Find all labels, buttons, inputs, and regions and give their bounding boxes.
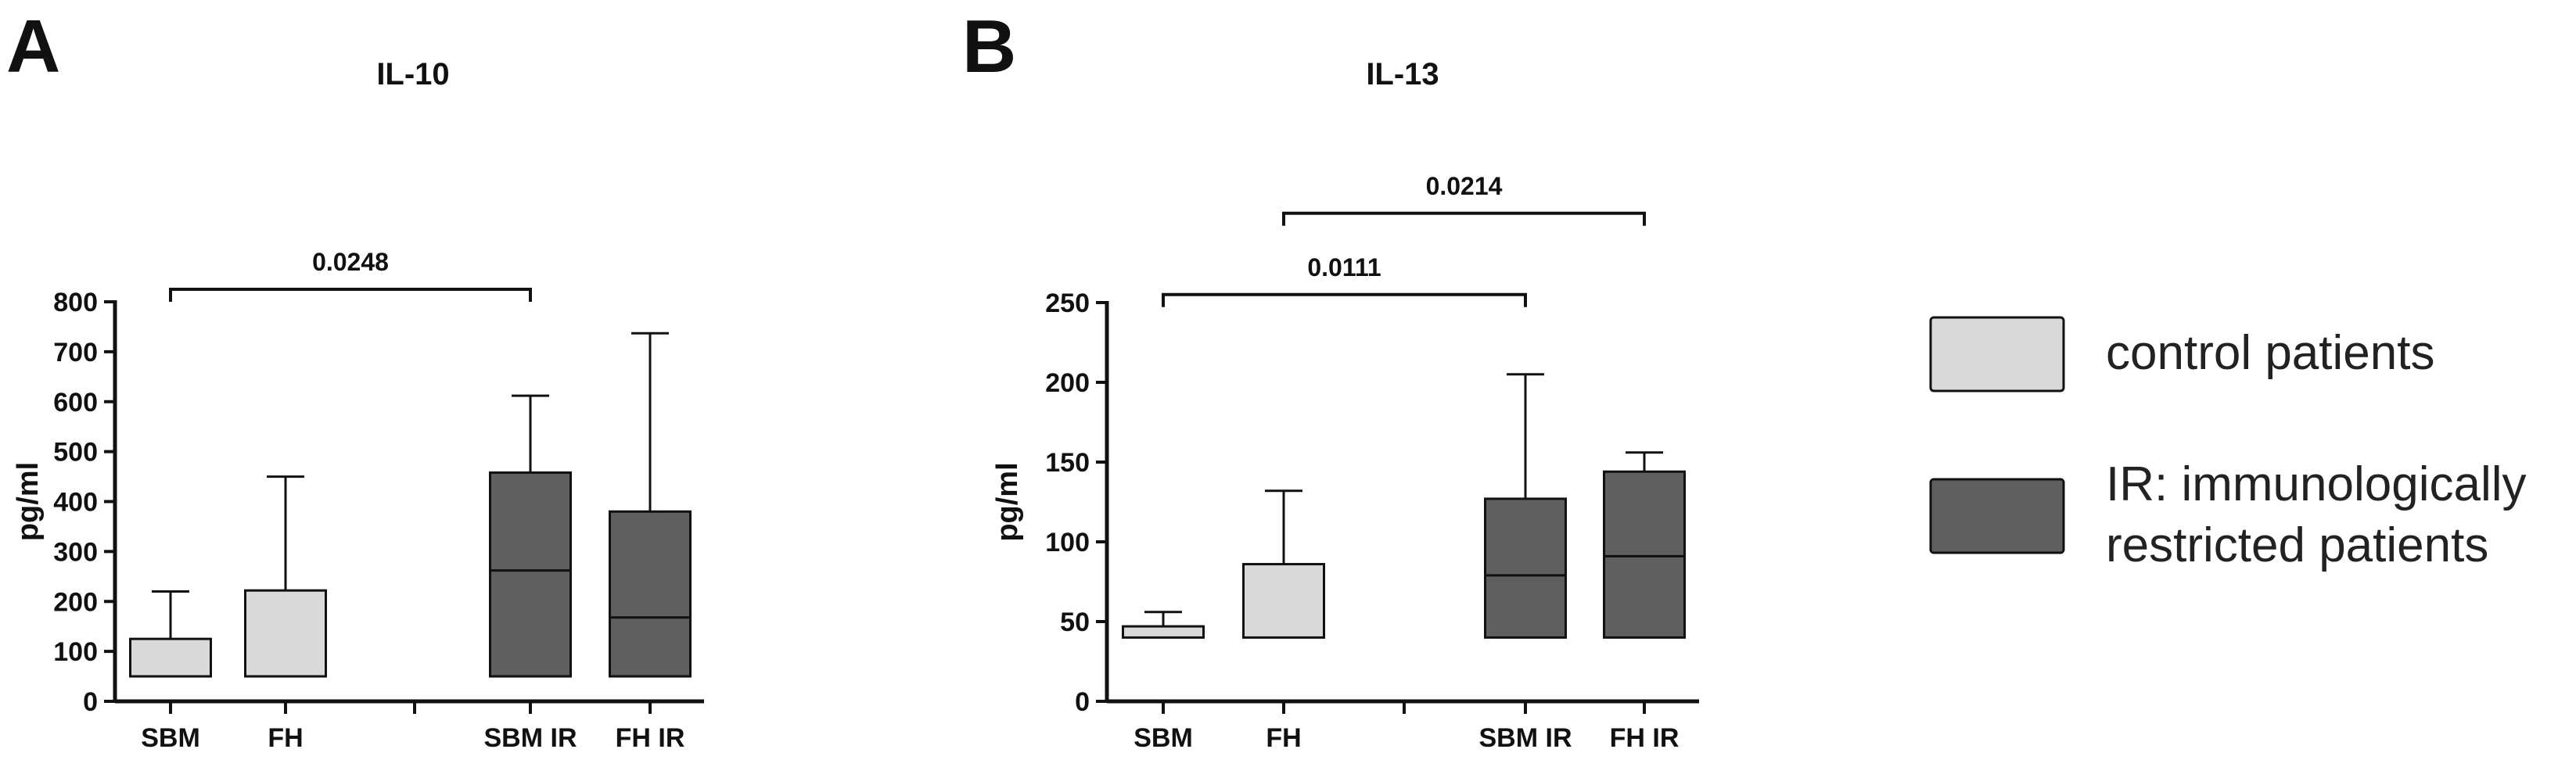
- x-tick-label-il13: SBM IR: [1479, 723, 1572, 753]
- chart-il13: IL-13 pg/ml 0 50 100 150 200 250 SBM FH SBM IR FH…: [991, 57, 1699, 753]
- y-tick-label-il10: 200: [53, 587, 98, 617]
- x-tick-label-il10: FH IR: [616, 723, 685, 753]
- y-tick-label-il13: 250: [1045, 289, 1090, 318]
- y-axis-label-il13: pg/ml: [991, 462, 1024, 541]
- y-tick-label-il10: 600: [53, 388, 98, 418]
- y-tick-label-il13: 0: [1075, 687, 1090, 717]
- chart-il10: IL-10 pg/ml 0 100 200 300 400 500 600 700 800 SBM…: [12, 57, 704, 753]
- y-tick-label-il10: 0: [83, 687, 98, 717]
- box-il13-control: [1242, 563, 1325, 639]
- panel-letter-a: A: [6, 5, 60, 88]
- x-tick-label-il13: SBM: [1134, 723, 1193, 753]
- x-tick-label-il10: FH: [268, 723, 303, 753]
- legend: control patients IR: immunologically res…: [1929, 316, 2527, 572]
- y-tick-label-il10: 300: [53, 537, 98, 567]
- chart-title-il10: IL-10: [376, 57, 449, 91]
- box-il10-ir: [489, 471, 572, 678]
- y-axis-label-il10: pg/ml: [12, 462, 45, 541]
- box-il13-control: [1122, 625, 1205, 639]
- y-tick-label-il13: 150: [1045, 448, 1090, 478]
- p-value-label-il13: 0.0111: [1307, 253, 1381, 281]
- legend-swatch-ir: [1929, 478, 2065, 554]
- y-tick-label-il10: 400: [53, 488, 98, 518]
- box-il10-ir: [609, 510, 692, 678]
- x-tick-label-il10: SBM: [141, 723, 200, 753]
- significance-bracket-il10: [169, 288, 532, 303]
- x-tick-label-il13: FH IR: [1610, 723, 1680, 753]
- box-il13-ir: [1603, 470, 1686, 639]
- legend-label-ir-line1: IR: immunologically: [2106, 457, 2527, 511]
- y-tick-label-il10: 500: [53, 438, 98, 468]
- y-tick-label-il13: 200: [1045, 368, 1090, 398]
- y-tick-label-il10: 100: [53, 637, 98, 667]
- significance-bracket-il13: [1162, 292, 1527, 307]
- box-il13-ir: [1484, 497, 1567, 639]
- significance-bracket-il13: [1282, 211, 1646, 226]
- y-tick-label-il10: 800: [53, 288, 98, 317]
- legend-label-control: control patients: [2106, 326, 2434, 380]
- y-tick-label-il10: 700: [53, 338, 98, 367]
- x-tick-label-il13: FH: [1266, 723, 1301, 753]
- y-tick-label-il13: 100: [1045, 528, 1090, 557]
- p-value-label-il10: 0.0248: [312, 248, 389, 276]
- p-value-label-il13: 0.0214: [1426, 172, 1503, 200]
- legend-swatch-control: [1929, 316, 2065, 392]
- x-tick-label-il10: SBM IR: [484, 723, 577, 753]
- y-tick-label-il13: 50: [1060, 608, 1090, 637]
- panel-letter-b: B: [962, 5, 1016, 88]
- box-il10-control: [244, 589, 327, 678]
- box-il10-control: [129, 637, 212, 678]
- legend-label-ir-line2: restricted patients: [2106, 518, 2488, 572]
- chart-title-il13: IL-13: [1366, 57, 1439, 91]
